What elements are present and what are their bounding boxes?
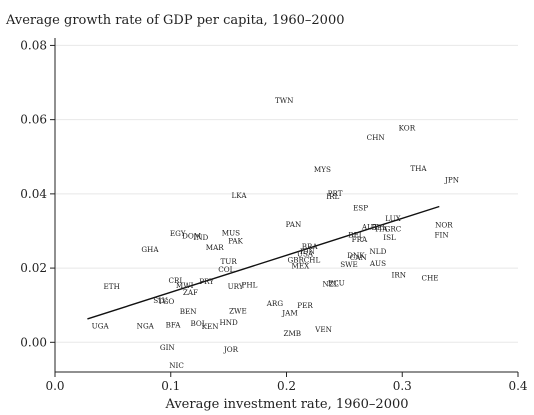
point-label-nic: NIC [169,361,184,370]
point-label-nld: NLD [370,247,387,256]
point-label-fra: FRA [352,235,368,244]
point-label-che: CHE [422,274,439,283]
x-axis-label: Average investment rate, 1960–2000 [164,397,408,412]
point-label-bra: BRA [302,242,319,251]
point-label-can: CAN [350,253,367,262]
point-label-isl: ISL [383,233,396,242]
x-tick-label-2: 0.2 [277,379,296,393]
point-label-kor: KOR [399,123,416,132]
point-label-grc: GRC [385,225,402,234]
point-label-pak: PAK [228,236,243,245]
point-label-mex: MEX [292,261,311,270]
point-label-ken: KEN [202,322,219,331]
point-label-chl: CHL [304,255,321,264]
point-label-swe: SWE [340,260,358,269]
point-label-pry: PRY [199,277,214,286]
point-label-pan: PAN [286,220,302,229]
x-tick-label-4: 0.4 [508,379,527,393]
point-label-bfa: BFA [166,320,182,329]
point-label-zmb: ZMB [283,329,301,338]
y-tick-label-1: 0.02 [20,261,47,275]
point-label-gbr: GBR [288,255,305,264]
y-tick-label-3: 0.06 [20,113,47,127]
point-label-mwi: MWI [176,281,194,290]
point-label-nor: NOR [435,221,453,230]
point-label-dnk: DNK [347,251,365,260]
point-label-jam: JAM [281,308,297,317]
point-label-ecu: ECU [328,278,345,287]
y-tick-label-4: 0.08 [20,38,47,52]
point-label-aut: AUT [361,222,378,231]
point-label-mys: MYS [314,165,331,174]
chart-title: Average growth rate of GDP per capita, 1… [5,13,344,28]
point-label-esp: ESP [353,203,368,212]
point-label-uga: UGA [92,321,110,330]
point-label-hnd: HND [219,318,238,327]
point-label-nzl: NZL [322,280,338,289]
point-label-eth: ETH [104,282,120,291]
axes [54,38,518,373]
point-label-bol: BOL [190,319,206,328]
point-label-tha: THA [410,164,427,173]
point-label-prt: PRT [328,189,343,198]
point-label-ven: VEN [314,325,332,334]
point-label-arg: ARG [266,299,284,308]
x-tick-label-1: 0.1 [161,379,180,393]
point-label-tur: TUR [220,257,237,266]
y-axis-ticks: 0.00 0.02 0.04 0.06 0.08 [20,38,55,349]
point-label-cri: CRI [168,276,182,285]
point-label-zaf: ZAF [183,288,198,297]
point-label-jpn: JPN [444,175,459,184]
y-tick-label-0: 0.00 [20,335,47,349]
point-label-col: COL [218,265,234,274]
point-label-mar: MAR [206,243,225,252]
point-label-bel: BEL [371,223,387,232]
point-label-twn: TWN [275,96,293,105]
point-label-dom: DOM [182,232,201,241]
point-label-ben: BEN [180,307,197,316]
y-tick-label-2: 0.04 [20,187,47,201]
point-label-usa: USA [297,249,314,258]
point-label-ury: URY [228,282,244,291]
point-label-bel: BEL [348,231,364,240]
point-label-jor: JOR [223,345,239,354]
point-label-tgo: TGO [158,297,175,306]
point-label-irl: IRL [326,192,339,201]
fit-line-layer [87,205,440,320]
point-label-slv: SLV [153,296,168,305]
point-label-ind: IND [193,233,208,242]
point-label-lux: LUX [385,214,401,223]
point-label-chn: CHN [367,133,385,142]
point-label-ita: ITA [375,225,388,234]
point-label-egy: EGY [170,229,186,238]
point-label-idn: IDN [300,247,315,256]
point-label-nga: NGA [137,321,155,330]
point-label-lka: LKA [232,191,248,200]
x-axis-ticks: 0.0 0.1 0.2 0.3 0.4 [45,372,528,393]
point-label-phl: PHL [242,280,258,289]
point-label-irn: IRN [392,271,407,280]
point-label-mus: MUS [222,229,240,238]
fit-line [87,205,440,320]
point-label-per: PER [297,301,313,310]
point-label-aus: AUS [369,259,386,268]
x-tick-label-3: 0.3 [393,379,412,393]
x-tick-label-0: 0.0 [45,379,64,393]
point-label-gha: GHA [141,245,159,254]
point-label-fin: FIN [435,231,449,240]
grid-lines [55,44,518,343]
point-label-gin: GIN [160,343,175,352]
point-label-zwe: ZWE [229,306,247,315]
